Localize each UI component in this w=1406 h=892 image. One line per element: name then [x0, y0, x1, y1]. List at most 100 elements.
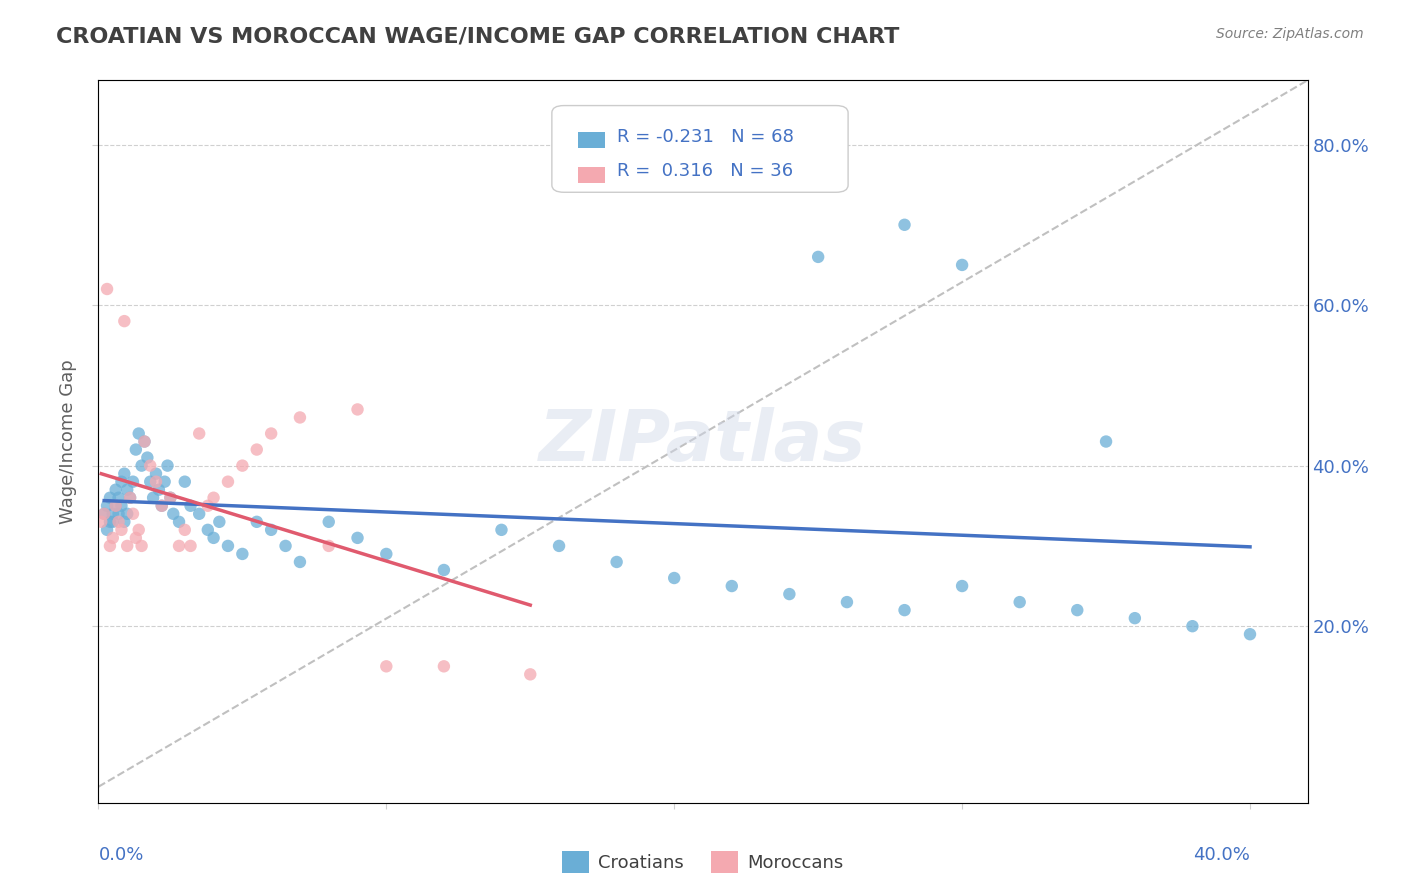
Point: [835, 595, 858, 609]
Point: [664, 571, 686, 585]
Point: [173, 475, 195, 489]
Point: [153, 475, 176, 489]
Point: [145, 475, 167, 489]
Point: [93, 507, 115, 521]
Legend: Croatians, Moroccans: Croatians, Moroccans: [555, 844, 851, 880]
Point: [606, 555, 628, 569]
Point: [136, 450, 159, 465]
Point: [112, 515, 135, 529]
Point: [346, 531, 368, 545]
Point: [139, 458, 162, 473]
Point: [231, 458, 253, 473]
Point: [159, 491, 181, 505]
Point: [107, 515, 129, 529]
Point: [197, 499, 219, 513]
Point: [548, 539, 571, 553]
Point: [101, 507, 124, 521]
Point: [90, 515, 112, 529]
Text: 0.0%: 0.0%: [98, 847, 143, 864]
Point: [120, 491, 142, 505]
Point: [104, 483, 127, 497]
Point: [197, 523, 219, 537]
Point: [112, 314, 135, 328]
Point: [134, 434, 156, 449]
Point: [1095, 434, 1118, 449]
Point: [1181, 619, 1204, 633]
Point: [288, 410, 311, 425]
Point: [375, 659, 398, 673]
Point: [104, 499, 127, 513]
Point: [778, 587, 800, 601]
Point: [110, 499, 132, 513]
Point: [1008, 595, 1031, 609]
FancyBboxPatch shape: [551, 105, 848, 193]
Point: [519, 667, 541, 681]
Point: [260, 523, 283, 537]
Point: [98, 491, 121, 505]
Point: [217, 475, 239, 489]
FancyBboxPatch shape: [578, 167, 605, 183]
Point: [1123, 611, 1146, 625]
Point: [246, 442, 269, 457]
Point: [156, 458, 179, 473]
Point: [202, 531, 225, 545]
Point: [122, 475, 145, 489]
Point: [142, 491, 165, 505]
FancyBboxPatch shape: [578, 132, 605, 148]
Point: [180, 539, 202, 553]
Text: R =  0.316   N = 36: R = 0.316 N = 36: [617, 162, 793, 180]
Point: [318, 539, 340, 553]
Point: [148, 483, 170, 497]
Point: [433, 563, 456, 577]
Point: [950, 579, 973, 593]
Point: [150, 499, 173, 513]
Point: [139, 475, 162, 489]
Point: [110, 475, 132, 489]
Point: [288, 555, 311, 569]
Point: [346, 402, 368, 417]
Point: [107, 507, 129, 521]
Point: [246, 515, 269, 529]
Y-axis label: Wage/Income Gap: Wage/Income Gap: [59, 359, 77, 524]
Point: [98, 515, 121, 529]
Point: [125, 531, 148, 545]
Point: [96, 499, 118, 513]
Point: [188, 426, 211, 441]
Point: [107, 491, 129, 505]
Point: [93, 507, 115, 521]
Point: [104, 499, 127, 513]
Point: [145, 467, 167, 481]
Text: R = -0.231   N = 68: R = -0.231 N = 68: [617, 128, 794, 145]
Text: CROATIAN VS MOROCCAN WAGE/INCOME GAP CORRELATION CHART: CROATIAN VS MOROCCAN WAGE/INCOME GAP COR…: [56, 27, 900, 46]
Point: [150, 499, 173, 513]
Point: [167, 515, 190, 529]
Text: ZIPatlas: ZIPatlas: [540, 407, 866, 476]
Text: Source: ZipAtlas.com: Source: ZipAtlas.com: [1216, 27, 1364, 41]
Point: [807, 250, 830, 264]
Point: [110, 523, 132, 537]
Point: [115, 507, 138, 521]
Point: [96, 282, 118, 296]
Point: [131, 458, 153, 473]
Point: [893, 603, 915, 617]
Point: [101, 515, 124, 529]
Point: [120, 491, 142, 505]
Point: [98, 539, 121, 553]
Point: [125, 442, 148, 457]
Point: [122, 507, 145, 521]
Point: [128, 426, 150, 441]
Point: [318, 515, 340, 529]
Point: [1066, 603, 1088, 617]
Point: [173, 523, 195, 537]
Point: [720, 579, 742, 593]
Point: [167, 539, 190, 553]
Point: [128, 523, 150, 537]
Point: [159, 491, 181, 505]
Text: 40.0%: 40.0%: [1194, 847, 1250, 864]
Point: [950, 258, 973, 272]
Point: [433, 659, 456, 673]
Point: [115, 483, 138, 497]
Point: [134, 434, 156, 449]
Point: [131, 539, 153, 553]
Point: [188, 507, 211, 521]
